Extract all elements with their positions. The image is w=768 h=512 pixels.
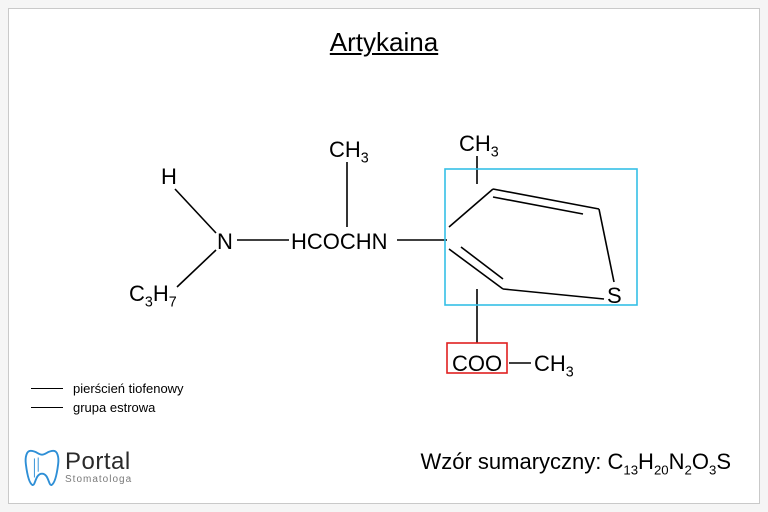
chem-label-c3h7: C3H7 <box>129 281 177 310</box>
legend-swatch <box>31 407 63 408</box>
chem-label-n: N <box>217 229 233 255</box>
logo: Portal Stomatologa <box>23 445 132 489</box>
legend-item-thiophene: pierścień tiofenowy <box>31 381 184 396</box>
structure-svg <box>9 9 759 503</box>
chem-label-coo: COO <box>452 351 502 377</box>
logo-sub: Stomatologa <box>65 475 132 485</box>
formula-prefix: Wzór sumaryczny: <box>420 449 607 474</box>
chem-label-ch3c: CH3 <box>534 351 574 380</box>
chem-label-h: H <box>161 164 177 190</box>
chem-label-ch3b: CH3 <box>459 131 499 160</box>
tooth-icon <box>23 445 61 489</box>
title: Artykaina <box>9 27 759 58</box>
chem-label-hcochn: HCOCHN <box>291 229 388 255</box>
logo-main: Portal <box>65 450 132 474</box>
legend: pierścień tiofenowy grupa estrowa <box>31 381 184 419</box>
legend-item-ester: grupa estrowa <box>31 400 184 415</box>
diagram-canvas: Artykaina H C3H7 N HCOCHN CH3 CH3 S COO CH3 pier… <box>8 8 760 504</box>
formula-body: C13H20N2O3S <box>607 449 731 474</box>
title-text: Artykaina <box>330 27 438 57</box>
molecular-formula: Wzór sumaryczny: C13H20N2O3S <box>420 449 731 477</box>
chem-label-ch3a: CH3 <box>329 137 369 166</box>
logo-text: Portal Stomatologa <box>65 450 132 485</box>
legend-label: pierścień tiofenowy <box>73 381 184 396</box>
chem-label-s: S <box>607 283 622 309</box>
legend-swatch <box>31 388 63 389</box>
legend-label: grupa estrowa <box>73 400 155 415</box>
